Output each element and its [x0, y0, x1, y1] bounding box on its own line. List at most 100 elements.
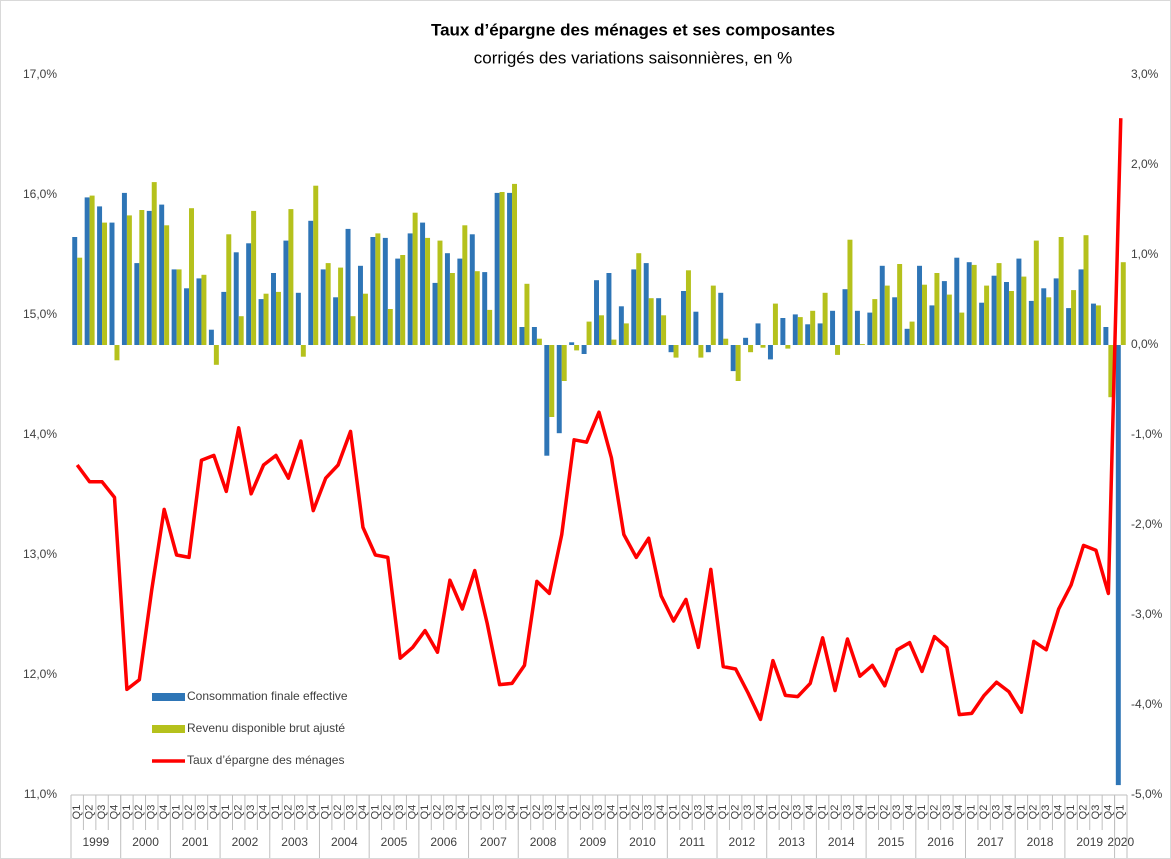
bar — [482, 272, 488, 345]
x-tick-label: Q3 — [990, 805, 1002, 820]
x-tick-label: Q3 — [841, 805, 853, 820]
bar — [1103, 327, 1109, 345]
x-tick-label: Q1 — [320, 805, 332, 820]
bar — [246, 243, 252, 345]
x-tick-label: Q2 — [531, 805, 543, 820]
x-tick-label: Q1 — [518, 805, 530, 820]
x-tick-label: Q1 — [966, 805, 978, 820]
bar — [1033, 240, 1039, 345]
bar — [457, 258, 463, 345]
year-label: 2011 — [679, 835, 705, 849]
x-tick-label: Q4 — [158, 805, 170, 820]
bar — [668, 345, 674, 353]
bar — [370, 237, 376, 345]
bar — [966, 262, 972, 345]
x-tick-label: Q3 — [891, 805, 903, 820]
year-label: 2015 — [878, 835, 905, 849]
bar — [226, 234, 232, 345]
x-tick-label: Q3 — [593, 805, 605, 820]
y2-tick-label: -5,0% — [1131, 787, 1163, 801]
x-tick-label: Q1 — [121, 805, 133, 820]
year-label: 2016 — [927, 835, 954, 849]
x-tick-label: Q2 — [630, 805, 642, 820]
x-tick-label: Q3 — [394, 805, 406, 820]
x-tick-label: Q4 — [754, 805, 766, 820]
x-tick-label: Q2 — [282, 805, 294, 820]
bar — [817, 323, 823, 345]
bar — [772, 303, 778, 345]
x-tick-label: Q1 — [369, 805, 381, 820]
bar — [357, 265, 363, 345]
bar — [425, 237, 431, 345]
bar — [420, 222, 426, 345]
x-tick-label: Q4 — [605, 805, 617, 820]
bar — [780, 318, 786, 345]
bar — [917, 265, 923, 345]
x-tick-label: Q4 — [1102, 805, 1114, 820]
x-tick-label: Q4 — [854, 805, 866, 820]
year-label: 2004 — [331, 835, 358, 849]
x-tick-label: Q3 — [494, 805, 506, 820]
legend-label: Taux d’épargne des ménages — [187, 753, 344, 767]
x-tick-label: Q4 — [506, 805, 518, 820]
bar — [996, 263, 1002, 345]
bar — [556, 345, 562, 434]
bar — [934, 273, 940, 345]
year-label: 2009 — [579, 835, 606, 849]
bar — [159, 204, 165, 345]
x-tick-label: Q2 — [183, 805, 195, 820]
x-tick-label: Q4 — [208, 805, 220, 820]
x-tick-label: Q4 — [1003, 805, 1015, 820]
x-tick-label: Q3 — [444, 805, 456, 820]
x-tick-label: Q1 — [469, 805, 481, 820]
x-tick-label: Q3 — [195, 805, 207, 820]
bar — [233, 252, 239, 345]
bar — [1021, 276, 1027, 345]
bar — [594, 280, 599, 345]
bar — [959, 312, 965, 345]
bar — [171, 269, 177, 345]
bar — [382, 237, 388, 345]
x-tick-label: Q1 — [717, 805, 729, 820]
bar — [735, 345, 741, 381]
x-tick-label: Q1 — [220, 805, 232, 820]
bar — [718, 292, 724, 345]
bar — [102, 222, 108, 345]
bar — [673, 345, 679, 358]
legend-label: Consommation finale effective — [187, 689, 348, 703]
bar — [126, 215, 132, 345]
bar — [922, 284, 927, 345]
y2-tick-label: 3,0% — [1131, 67, 1159, 81]
x-tick-label: Q4 — [903, 805, 915, 820]
legend-label: Revenu disponible brut ajusté — [187, 721, 345, 735]
bar — [954, 257, 960, 345]
y2-tick-label: 2,0% — [1131, 157, 1159, 171]
bar — [507, 192, 513, 345]
bar — [618, 306, 624, 345]
bar — [710, 285, 716, 345]
bar — [333, 297, 339, 345]
bar — [574, 345, 580, 351]
bar — [611, 339, 617, 345]
bar — [345, 228, 351, 345]
bar — [623, 323, 629, 345]
x-tick-label: Q2 — [580, 805, 592, 820]
year-label: 1999 — [82, 835, 109, 849]
x-tick-label: Q1 — [817, 805, 829, 820]
bar — [474, 271, 480, 345]
year-label: 2010 — [629, 835, 656, 849]
y2-tick-label: -2,0% — [1131, 517, 1163, 531]
bar — [842, 289, 848, 345]
bar — [867, 312, 873, 345]
year-label: 2000 — [132, 835, 159, 849]
y2-tick-label: -3,0% — [1131, 607, 1163, 621]
y-tick-label: 14,0% — [23, 427, 57, 441]
bar — [892, 297, 898, 345]
bar — [897, 264, 903, 345]
bar — [109, 222, 115, 345]
bar — [810, 310, 816, 345]
x-tick-label: Q2 — [879, 805, 891, 820]
bar — [680, 291, 686, 345]
bar — [437, 240, 443, 345]
